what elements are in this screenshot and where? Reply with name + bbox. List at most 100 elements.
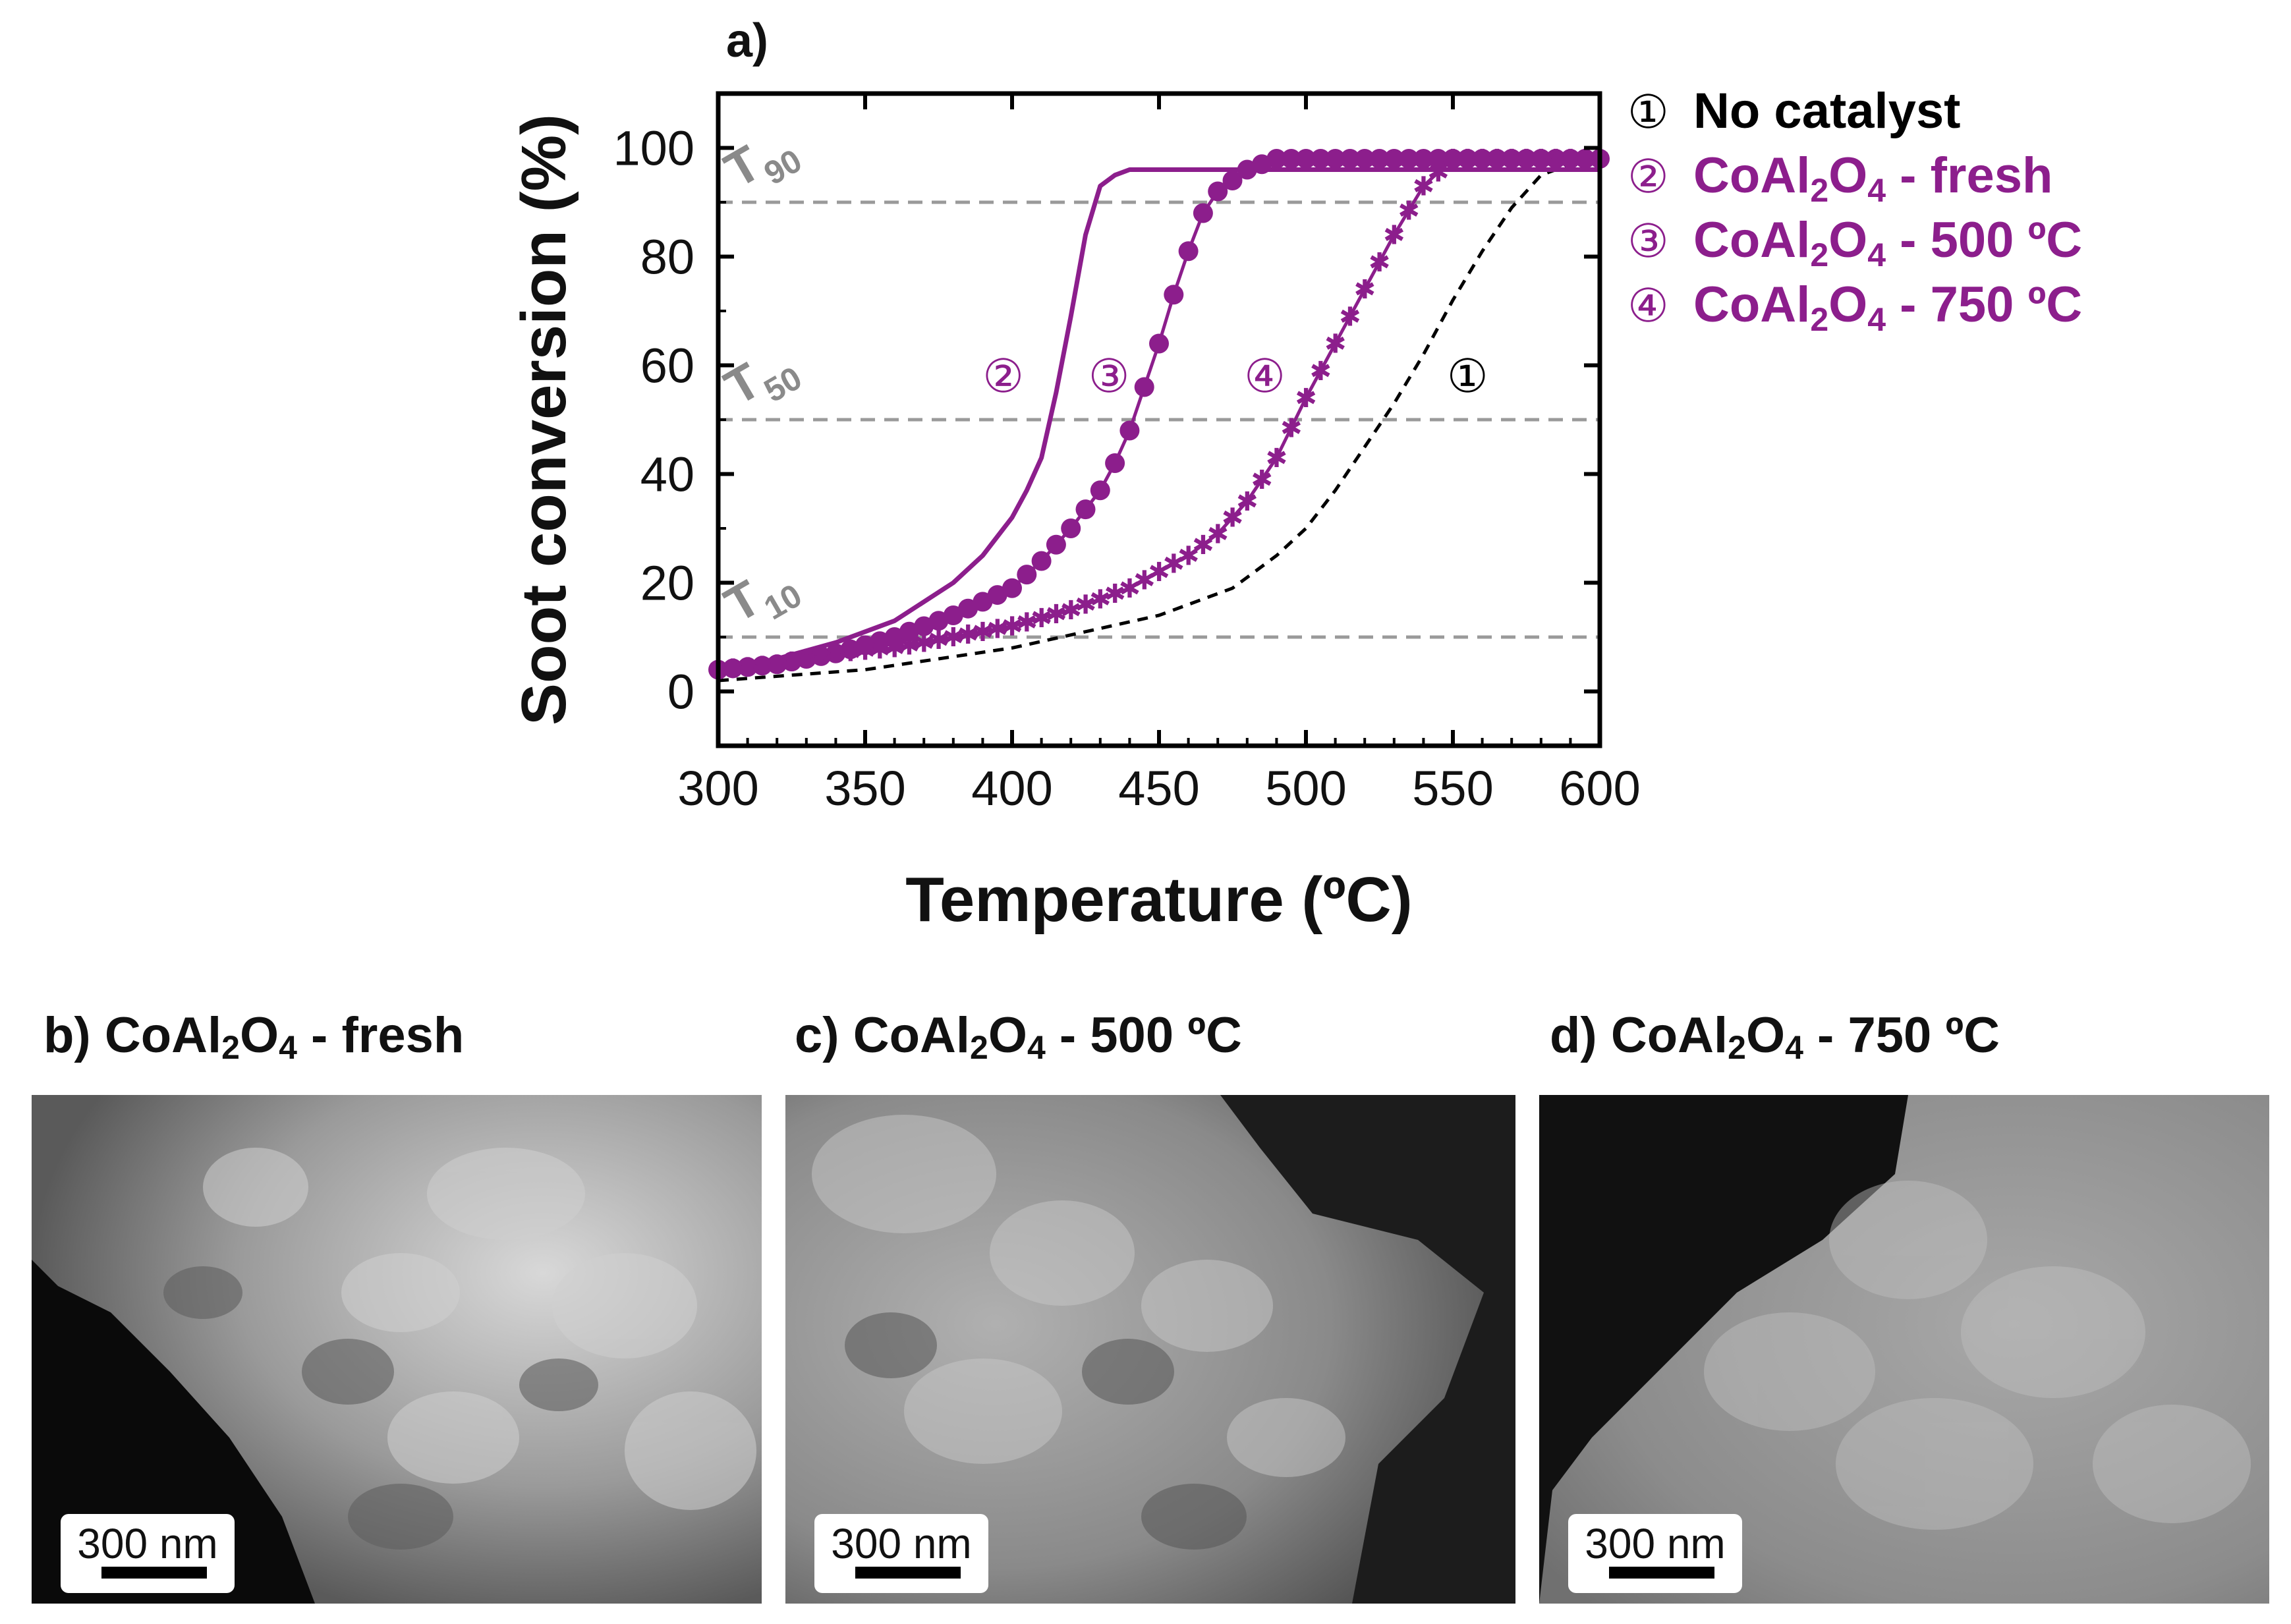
- series-marker-circle: [958, 598, 978, 619]
- series-marker-star: ✱: [1163, 549, 1185, 580]
- series-marker-star: ✱: [1383, 221, 1405, 251]
- series-marker-circle: [1399, 149, 1419, 169]
- series-marker-circle: [1311, 149, 1331, 169]
- series-marker-star: ✱: [1471, 144, 1494, 175]
- series-marker-star: ✱: [1442, 144, 1464, 175]
- series-label-2: ②: [982, 349, 1024, 403]
- panel-a-label: a): [726, 14, 768, 67]
- x-tick-label: 350: [824, 761, 905, 816]
- x-tick-label: 600: [1559, 761, 1640, 816]
- series-marker-circle: [1413, 149, 1434, 169]
- sem-image-500: 300 nm: [785, 1095, 1515, 1604]
- legend-marker: ③: [1627, 214, 1669, 268]
- series-marker-circle: [1296, 149, 1316, 169]
- series-marker-star: ✱: [1486, 144, 1508, 175]
- series-marker-star: ✱: [795, 644, 818, 675]
- series-marker-star: ✱: [1060, 596, 1082, 626]
- reference-label-t50: T50: [716, 352, 808, 416]
- reference-label-t10: T10: [716, 570, 808, 634]
- series-marker-circle: [1017, 565, 1037, 585]
- series-label-1: ①: [1447, 349, 1488, 403]
- series-marker-star: ✱: [1560, 144, 1582, 175]
- series-marker-circle: [973, 592, 993, 612]
- series-marker-circle: [1428, 149, 1448, 169]
- series-marker-circle: [1222, 171, 1243, 190]
- series-marker-star: ✱: [986, 615, 1009, 645]
- series-marker-star: ✱: [1500, 144, 1523, 175]
- y-axis-label: Soot conversion (%): [509, 114, 579, 725]
- scale-line: [101, 1567, 207, 1579]
- legend-marker: ②: [1627, 150, 1669, 204]
- series-marker-star: ✱: [928, 625, 950, 656]
- series-marker-star: ✱: [751, 651, 774, 681]
- sem-image-750: 300 nm: [1539, 1095, 2269, 1604]
- series-label-4: ④: [1244, 349, 1286, 403]
- series-marker-star: ✱: [1457, 144, 1479, 175]
- reference-label-t90: T90: [716, 135, 808, 199]
- series-marker-star: ✱: [1530, 144, 1552, 175]
- series-marker-star: ✱: [1339, 302, 1361, 332]
- y-tick-label: 100: [613, 121, 694, 176]
- series-label-3: ③: [1089, 349, 1130, 403]
- series-marker-star: ✱: [869, 635, 891, 665]
- series-marker-star: ✱: [1016, 607, 1038, 638]
- series-marker-star: ✱: [1515, 144, 1538, 175]
- series-marker-star: ✱: [957, 620, 979, 650]
- series-marker-circle: [1281, 149, 1301, 169]
- series-marker-circle: [1193, 203, 1213, 223]
- scale-label: 300 nm: [77, 1520, 218, 1567]
- series-marker-star: ✱: [1222, 503, 1244, 534]
- series-marker-star: ✱: [737, 652, 759, 683]
- series-marker-circle: [1178, 241, 1199, 262]
- series-marker-circle: [1208, 181, 1228, 202]
- scale-label: 300 nm: [1585, 1520, 1726, 1567]
- scale-line: [855, 1567, 961, 1579]
- series-marker-circle: [987, 585, 1007, 605]
- y-tick-label: 60: [640, 339, 694, 393]
- series-marker-star: ✱: [1544, 144, 1567, 175]
- y-tick-label: 0: [667, 665, 694, 719]
- legend-label: CoAl2O4 - 750 ºC: [1693, 277, 2082, 338]
- x-axis-label: Temperature (ºC): [905, 864, 1412, 935]
- series-marker-star: ✱: [1045, 600, 1067, 630]
- legend-label: CoAl2O4 - fresh: [1693, 148, 2052, 209]
- series-marker-star: ✱: [766, 650, 788, 680]
- series-marker-circle: [1031, 551, 1052, 571]
- series-marker-star: ✱: [942, 623, 965, 653]
- series-marker-circle: [1325, 149, 1345, 169]
- legend-label: CoAl2O4 - 500 ºC: [1693, 212, 2082, 273]
- y-tick-label: 20: [640, 556, 694, 611]
- series-marker-circle: [1061, 518, 1081, 538]
- series-marker-circle: [1134, 377, 1154, 397]
- series-marker-star: ✱: [1089, 584, 1112, 615]
- series-marker-star: ✱: [1236, 487, 1259, 517]
- legend-item-4: ④ CoAl2O4 - 750 ºC: [1627, 277, 2082, 338]
- legend-marker: ①: [1627, 85, 1669, 139]
- series-marker-star: ✱: [1369, 248, 1391, 278]
- legend-marker: ④: [1627, 279, 1669, 333]
- series-line-3: [718, 157, 1600, 671]
- series-marker-star: ✱: [825, 639, 847, 669]
- series-marker-circle: [943, 605, 963, 625]
- series-marker-star: ✱: [1001, 612, 1023, 642]
- panel-d-title: d) CoAl2O4 - 750 ºC: [1550, 1007, 2000, 1066]
- series-marker-star: ✱: [1353, 275, 1376, 305]
- series-marker-star: ✱: [884, 634, 906, 664]
- series-marker-circle: [1105, 453, 1125, 473]
- series-marker-star: ✱: [1206, 519, 1229, 549]
- series-marker-star: ✱: [810, 642, 832, 672]
- series-marker-star: ✱: [1104, 579, 1126, 609]
- scale-bar: 300 nm: [61, 1514, 235, 1593]
- scale-label: 300 nm: [831, 1520, 972, 1567]
- series-marker-star: ✱: [1133, 565, 1156, 596]
- series-marker-star: ✱: [1031, 603, 1053, 634]
- legend-item-2: ② CoAl2O4 - fresh: [1627, 148, 2052, 209]
- series-marker-star: ✱: [913, 628, 935, 658]
- series-marker-star: ✱: [1398, 196, 1420, 226]
- series-marker-circle: [1002, 578, 1022, 598]
- series-marker-circle: [1046, 534, 1066, 555]
- x-tick-label: 300: [677, 761, 758, 816]
- series-marker-star: ✱: [1295, 383, 1317, 414]
